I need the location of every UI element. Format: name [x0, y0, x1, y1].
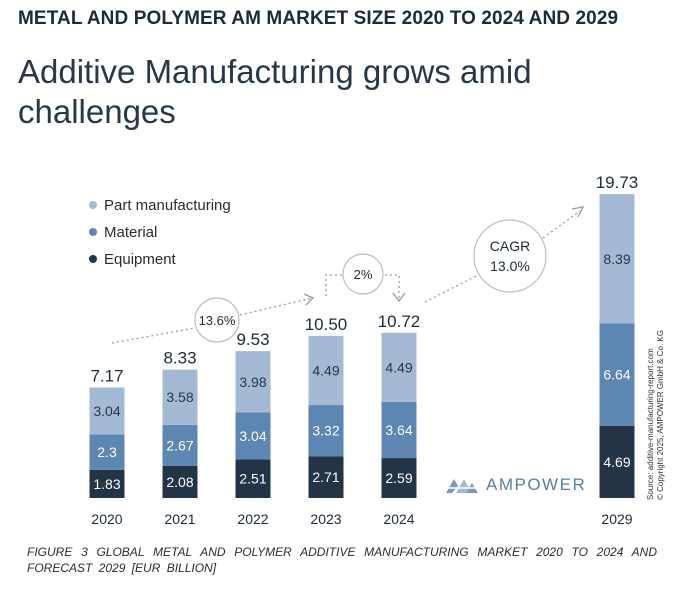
total-label: 9.53	[236, 330, 269, 349]
cagr-value: 13.0%	[490, 258, 530, 274]
bar-segment	[381, 458, 417, 498]
segment-label: 6.64	[603, 367, 630, 383]
segment-label: 2.71	[312, 469, 339, 485]
growth-label: 2%	[354, 267, 373, 282]
total-label: 10.72	[378, 312, 421, 331]
legend-label: Part manufacturing	[104, 197, 231, 214]
bar-segment	[599, 194, 635, 324]
segment-label: 3.32	[312, 423, 339, 439]
trend-arrow-line	[424, 274, 479, 303]
bar-segment	[599, 425, 635, 498]
total-label: 7.17	[90, 367, 123, 386]
bracket-arrow-line	[325, 274, 400, 300]
total-label: 19.73	[596, 173, 639, 192]
growth-bubble	[342, 253, 384, 295]
legend-marker	[89, 201, 97, 209]
bar-segment	[235, 459, 271, 498]
legend-marker	[89, 255, 97, 263]
bar-segment	[235, 412, 271, 460]
segment-label: 3.58	[166, 389, 193, 405]
bar-segment	[162, 369, 198, 425]
source-note: Source: additive-manufacturing-report.co…	[646, 330, 666, 500]
trend-arrow-line	[239, 297, 313, 316]
total-label: 10.50	[305, 315, 348, 334]
segment-label: 3.64	[385, 422, 412, 438]
bar-segment	[162, 465, 198, 498]
arrow-head	[392, 292, 406, 303]
logo-text: AMPOWER	[486, 475, 587, 494]
annotations-layer: 13.6% 2% CAGR 13.0%	[111, 206, 585, 344]
arrow-head	[303, 293, 315, 306]
segment-label: 2.08	[166, 474, 193, 490]
bar-segment	[308, 456, 344, 498]
stacked-bar-chart: Part manufacturing Material Equipment 1.83…	[89, 173, 639, 527]
legend-label: Material	[104, 224, 157, 241]
bar-segment	[162, 424, 198, 466]
segment-label: 4.69	[603, 454, 630, 470]
bar-segment	[381, 401, 417, 459]
growth-bubble	[194, 297, 240, 343]
x-tick-label: 2029	[601, 511, 632, 527]
trend-arrow-line	[111, 327, 196, 344]
bar-segment	[308, 405, 344, 457]
segment-label: 2.3	[97, 444, 117, 460]
segment-label: 2.59	[385, 470, 412, 486]
bar-segment	[89, 434, 125, 470]
bar-segment	[235, 351, 271, 413]
segment-label: 3.04	[93, 403, 120, 419]
bar-segment	[381, 332, 417, 402]
arrow-head	[571, 206, 585, 218]
segment-label: 3.98	[239, 374, 266, 390]
x-tick-label: 2020	[91, 511, 122, 527]
bar-segment	[89, 387, 125, 435]
x-tick-label: 2023	[310, 511, 341, 527]
chart-headline: Additive Manufacturing grows amid challe…	[18, 53, 532, 130]
segment-label: 3.04	[239, 428, 266, 444]
chart-kicker: METAL AND POLYMER AM MARKET SIZE 2020 TO…	[18, 8, 619, 29]
ampower-logo: AMPOWER	[444, 475, 586, 495]
x-tick-label: 2021	[164, 511, 195, 527]
chart-legend: Part manufacturing Material Equipment	[89, 197, 231, 268]
ampower-logo-icon	[446, 479, 478, 493]
copyright-line: © Copyright 2025, AMPOWER GmbH & Co. KG	[656, 330, 665, 500]
cagr-bubble	[473, 219, 547, 293]
segment-label: 4.49	[385, 359, 412, 375]
legend-label: Equipment	[104, 251, 177, 268]
trend-arrow-line	[542, 210, 581, 239]
bar-segment	[308, 335, 344, 406]
segment-label: 1.83	[93, 476, 120, 492]
legend-marker	[89, 228, 97, 236]
segment-label: 2.67	[166, 437, 193, 453]
source-line: Source: additive-manufacturing-report.co…	[646, 348, 655, 500]
growth-label: 13.6%	[199, 313, 236, 328]
bar-segment	[599, 323, 635, 426]
cagr-label: CAGR	[490, 238, 530, 254]
segment-label: 2.51	[239, 471, 266, 487]
x-tick-label: 2024	[383, 511, 414, 527]
x-tick-label: 2022	[237, 511, 268, 527]
bar-segment	[89, 469, 125, 498]
total-label: 8.33	[163, 349, 196, 368]
segment-label: 8.39	[603, 251, 630, 267]
segment-label: 4.49	[312, 362, 339, 378]
bars-layer: 1.83 2.3 3.04 7.17 2020 2.08 2.67 3.58 8.33 2021 2…	[89, 173, 639, 527]
figure-caption: FIGURE 3 GLOBAL METAL AND POLYMER ADDITI…	[27, 545, 657, 575]
